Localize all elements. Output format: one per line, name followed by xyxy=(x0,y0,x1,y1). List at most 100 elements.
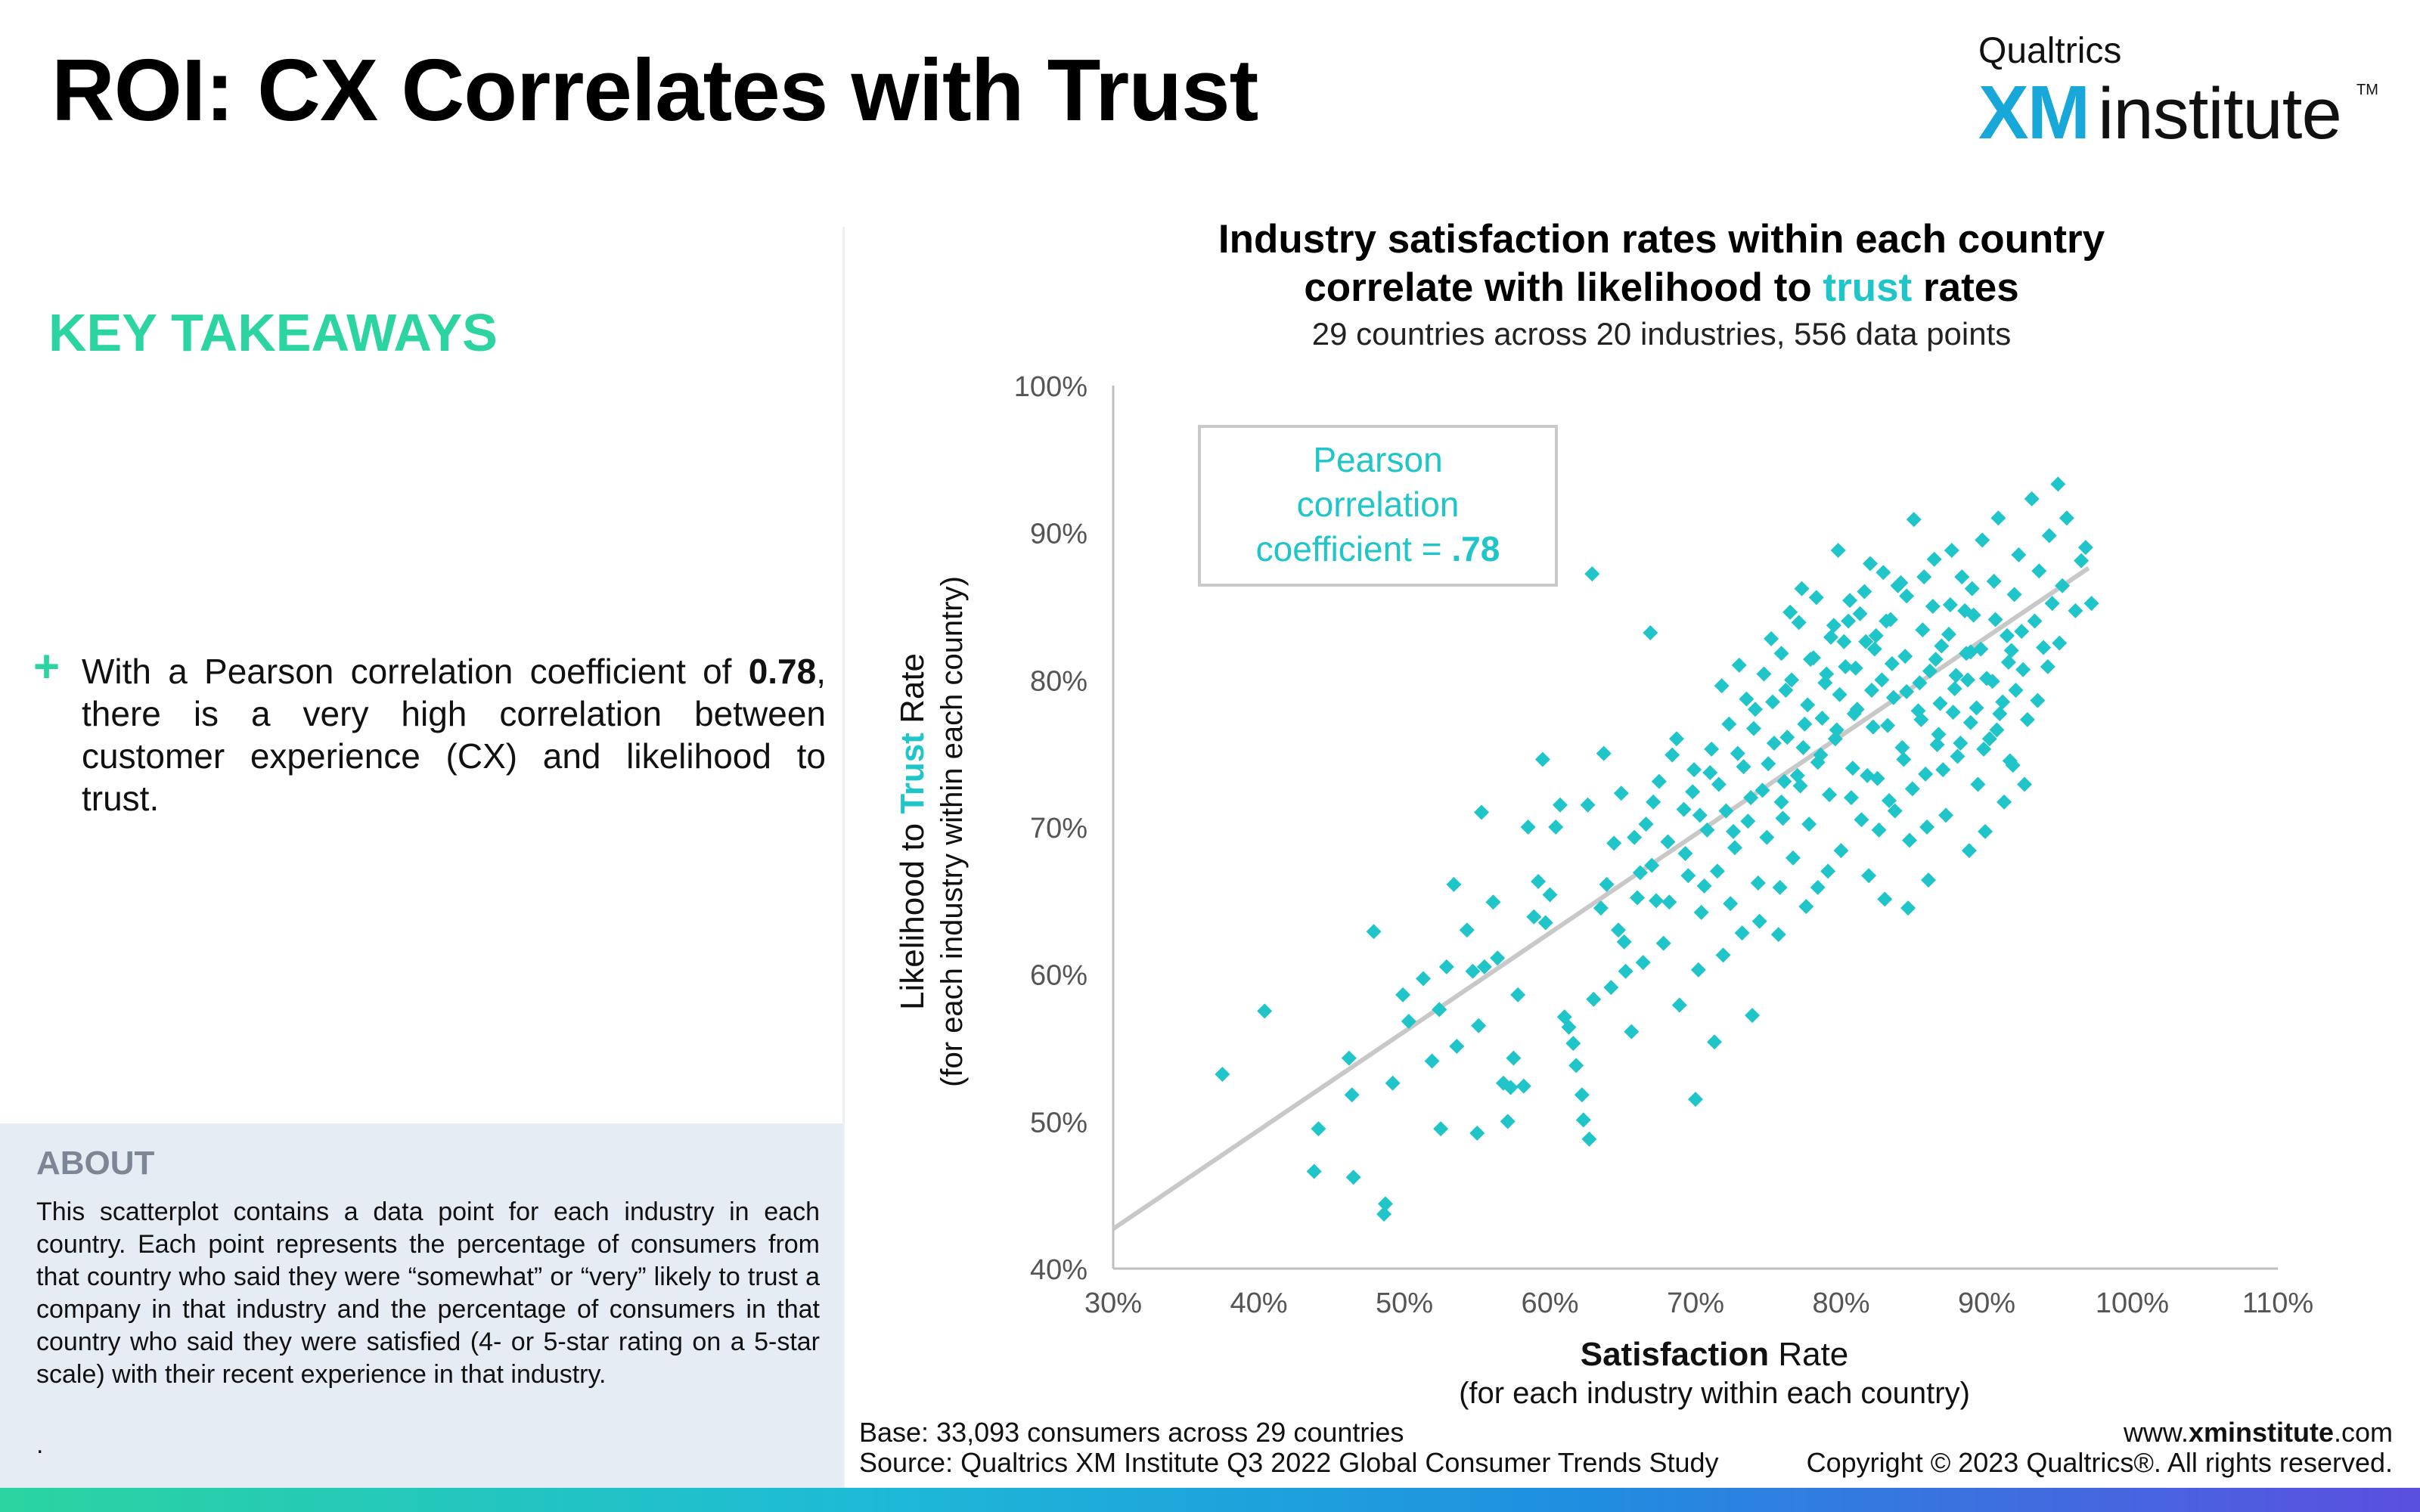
data-point xyxy=(2050,476,2066,492)
data-point xyxy=(1785,850,1801,866)
data-point xyxy=(1953,736,1969,751)
data-point xyxy=(1912,675,1928,691)
y-axis-label-post: Rate xyxy=(894,653,931,733)
data-point xyxy=(1915,622,1931,638)
data-point xyxy=(1630,890,1645,906)
data-point xyxy=(1643,625,1658,641)
data-point xyxy=(1433,1121,1449,1137)
data-point xyxy=(1661,894,1677,910)
data-point xyxy=(1945,705,1961,720)
x-tick-label: 70% xyxy=(1667,1287,1724,1319)
data-point xyxy=(1699,822,1715,838)
data-points xyxy=(1215,476,2099,1222)
data-point xyxy=(2014,624,2030,640)
footer-url[interactable]: www.xminstitute.com xyxy=(2124,1417,2393,1448)
data-point xyxy=(1676,801,1692,817)
data-point xyxy=(1938,807,1954,823)
data-point xyxy=(1858,634,1874,649)
x-tick-label: 90% xyxy=(1958,1287,2015,1319)
data-point xyxy=(1876,565,1891,581)
data-point xyxy=(1954,569,1970,585)
data-point xyxy=(1896,751,1912,767)
data-point xyxy=(1751,913,1767,929)
data-point xyxy=(2017,776,2033,792)
data-point xyxy=(1854,812,1869,828)
data-point xyxy=(1734,925,1750,941)
logo-trademark: TM xyxy=(2356,82,2378,98)
data-point xyxy=(1586,991,1602,1007)
data-point xyxy=(1552,797,1568,813)
data-point xyxy=(1918,766,1934,782)
column-divider xyxy=(842,227,845,1489)
data-point xyxy=(1438,959,1454,974)
data-point xyxy=(1897,649,1913,665)
data-point xyxy=(1750,875,1766,891)
data-point xyxy=(1606,835,1622,851)
data-point xyxy=(1996,794,2012,810)
data-point xyxy=(1995,694,2011,710)
data-point xyxy=(1584,566,1600,582)
chart-title-pre: correlate with likelihood to xyxy=(1304,265,1823,310)
data-point xyxy=(1680,868,1696,884)
data-point xyxy=(1510,987,1526,1002)
x-axis-label: Satisfaction Rate xyxy=(1581,1336,1849,1373)
data-point xyxy=(1740,813,1756,829)
data-point xyxy=(1916,569,1932,585)
x-tick-label: 30% xyxy=(1084,1287,1142,1319)
data-point xyxy=(2006,587,2022,603)
data-point xyxy=(1913,711,1929,727)
data-point xyxy=(1646,794,1661,810)
data-point xyxy=(1792,778,1808,794)
qualtrics-xm-institute-logo: Qualtrics XM institute TM xyxy=(1978,30,2378,155)
data-point xyxy=(1714,678,1730,694)
data-point xyxy=(2015,662,2031,677)
data-point xyxy=(1531,874,1547,890)
data-point xyxy=(1978,823,1993,839)
annotation-coefficient: .78 xyxy=(1451,529,1500,569)
data-point xyxy=(2031,563,2047,579)
data-point xyxy=(1773,794,1789,810)
data-point xyxy=(1868,627,1884,643)
data-point xyxy=(1794,581,1810,596)
data-point xyxy=(2068,603,2083,618)
data-point xyxy=(1906,512,1922,528)
data-point xyxy=(1981,731,1997,747)
chart-title-post: rates xyxy=(1912,265,2018,310)
data-point xyxy=(1798,899,1814,915)
data-point xyxy=(1901,832,1917,848)
data-point xyxy=(1860,767,1876,783)
data-point xyxy=(1574,1087,1590,1103)
data-point xyxy=(1702,764,1718,780)
data-point xyxy=(1635,955,1651,971)
data-point xyxy=(1842,593,1858,609)
data-point xyxy=(1808,590,1824,606)
data-point xyxy=(1929,736,1945,752)
data-point xyxy=(1962,644,1978,660)
data-point xyxy=(1779,730,1795,745)
data-point xyxy=(1775,810,1791,826)
page-title: ROI: CX Correlates with Trust xyxy=(51,41,1258,139)
data-point xyxy=(1616,934,1632,950)
data-point xyxy=(2077,540,2093,556)
data-point xyxy=(2027,613,2043,629)
data-point xyxy=(2040,658,2055,674)
data-point xyxy=(1565,1036,1581,1052)
data-point xyxy=(1801,816,1817,832)
data-point xyxy=(2000,654,2016,670)
data-point xyxy=(1526,909,1542,925)
data-point xyxy=(2019,711,2035,727)
data-point xyxy=(1516,1078,1531,1094)
data-point xyxy=(2030,692,2046,708)
data-point xyxy=(1947,681,1962,697)
data-point xyxy=(1884,655,1900,671)
data-point xyxy=(1926,551,1942,567)
data-point xyxy=(1795,739,1811,755)
data-point xyxy=(2083,596,2099,612)
data-point xyxy=(1485,894,1501,910)
data-point xyxy=(1863,682,1879,698)
data-point xyxy=(1784,672,1800,688)
data-point xyxy=(1957,603,1973,618)
data-point xyxy=(1950,748,1965,764)
data-point xyxy=(1800,697,1816,713)
data-point xyxy=(1746,720,1761,736)
